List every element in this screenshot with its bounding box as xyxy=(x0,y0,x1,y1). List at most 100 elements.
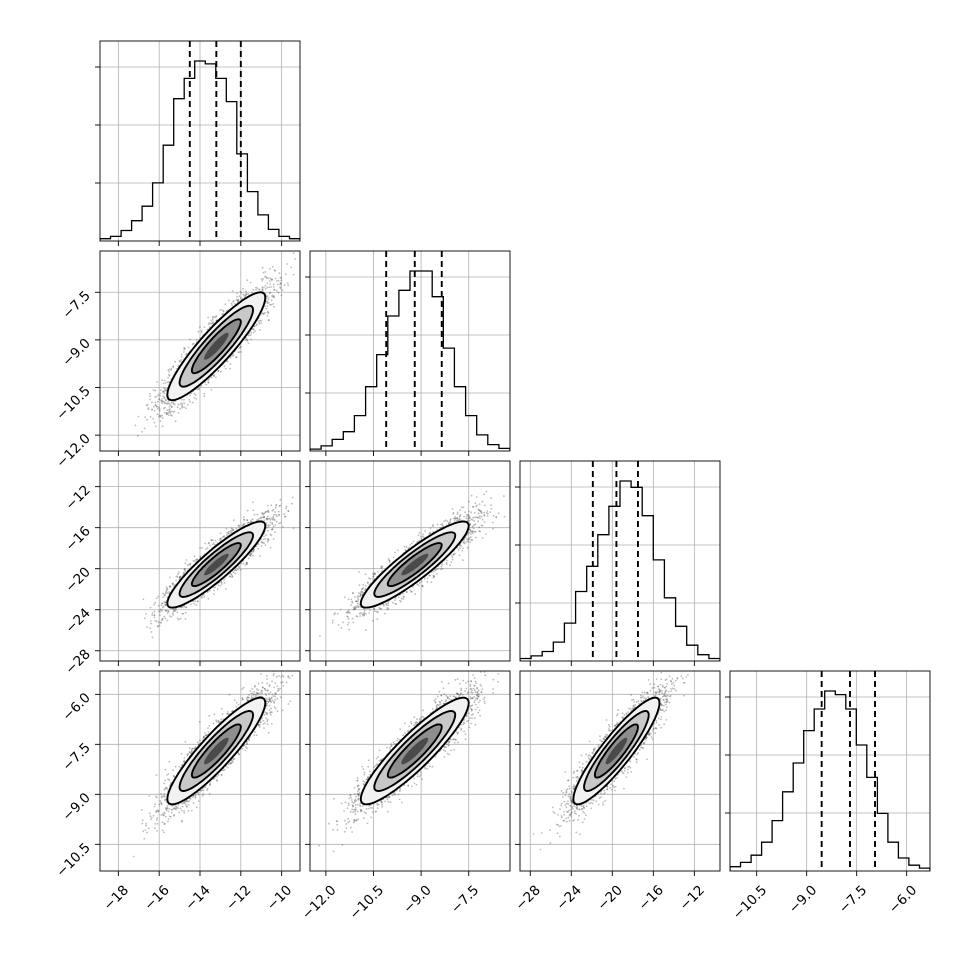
sample-point xyxy=(177,571,180,574)
sample-point xyxy=(274,277,277,280)
sample-point xyxy=(576,775,578,778)
sample-point xyxy=(573,770,575,773)
sample-point xyxy=(222,313,225,315)
sample-point xyxy=(205,383,208,386)
sample-point xyxy=(495,515,498,518)
sample-point xyxy=(268,709,271,712)
sample-point xyxy=(365,778,368,781)
sample-point xyxy=(443,693,446,696)
sample-point xyxy=(591,799,593,801)
sample-point xyxy=(402,598,405,600)
sample-point xyxy=(179,576,181,579)
sample-point xyxy=(271,680,273,683)
sample-point xyxy=(644,737,647,740)
sample-point xyxy=(396,739,398,742)
sample-point xyxy=(168,374,171,377)
sample-point xyxy=(449,519,452,522)
sample-point xyxy=(261,288,264,291)
sample-point xyxy=(666,682,669,685)
sample-point xyxy=(361,593,364,595)
sample-point xyxy=(158,408,161,411)
sample-point xyxy=(603,738,606,741)
sample-point xyxy=(341,844,344,846)
sample-point xyxy=(264,305,266,308)
sample-point xyxy=(186,805,188,808)
sample-point xyxy=(195,560,197,563)
sample-point xyxy=(242,698,244,701)
sample-point xyxy=(456,678,459,680)
sample-point xyxy=(265,518,268,520)
sample-point xyxy=(356,597,359,599)
sample-point xyxy=(406,591,408,594)
sample-point xyxy=(188,797,191,800)
sample-point xyxy=(276,697,279,700)
sample-point xyxy=(258,725,261,728)
x-tick-label: −6.0 xyxy=(886,882,920,916)
sample-point xyxy=(273,289,276,291)
sample-point xyxy=(665,698,667,701)
sample-point xyxy=(450,554,453,557)
sample-point xyxy=(261,686,264,689)
sample-point xyxy=(264,692,267,695)
sample-point xyxy=(440,699,443,702)
sample-point xyxy=(272,538,275,540)
sample-point xyxy=(478,503,481,505)
sample-point xyxy=(352,621,355,624)
sample-point xyxy=(658,690,661,693)
sample-point xyxy=(363,589,366,591)
sample-point xyxy=(174,420,177,423)
sample-point xyxy=(397,596,400,599)
sample-point xyxy=(656,691,659,693)
sample-point xyxy=(402,596,405,598)
sample-point xyxy=(270,303,273,306)
sample-point xyxy=(186,753,189,756)
sample-point xyxy=(215,319,218,322)
sample-point xyxy=(593,747,595,750)
sample-point xyxy=(569,804,572,807)
sample-point xyxy=(172,401,175,404)
sample-point xyxy=(156,400,159,403)
sample-point xyxy=(378,749,381,752)
sample-point xyxy=(163,390,165,393)
sample-point xyxy=(165,402,168,405)
sample-point xyxy=(467,514,470,516)
sample-point xyxy=(272,517,275,519)
sample-point xyxy=(226,531,229,534)
sample-point xyxy=(560,790,563,792)
sample-point xyxy=(234,569,237,571)
sample-point xyxy=(229,356,232,359)
sample-point xyxy=(266,515,269,518)
sample-point xyxy=(197,792,200,794)
sample-point xyxy=(268,704,271,707)
sample-point xyxy=(278,514,280,517)
sample-point xyxy=(333,613,336,616)
sample-point xyxy=(663,710,666,713)
sample-point xyxy=(181,606,184,609)
panel-frame xyxy=(729,670,931,872)
panel-4-1: −18 −16 −14 −12 −10−10.5−9.0−7.5−6.0 xyxy=(53,670,301,914)
sample-point xyxy=(211,322,214,325)
sample-point xyxy=(664,679,667,682)
panel-frame xyxy=(309,670,511,872)
sample-point xyxy=(174,765,177,768)
sample-point xyxy=(246,519,249,521)
sample-point xyxy=(459,694,461,697)
sample-point xyxy=(281,289,284,292)
sample-point xyxy=(259,721,262,724)
sample-point xyxy=(456,519,459,521)
sample-point xyxy=(362,768,365,770)
sample-point xyxy=(448,522,450,524)
sample-point xyxy=(220,774,223,777)
sample-point xyxy=(148,392,151,395)
sample-point xyxy=(585,814,587,817)
sample-point xyxy=(354,810,356,813)
sample-point xyxy=(227,713,230,716)
sample-point xyxy=(479,530,481,533)
sample-point xyxy=(449,564,451,566)
sample-point xyxy=(623,787,625,790)
sample-point xyxy=(239,296,242,299)
sample-point xyxy=(152,814,155,817)
sample-point xyxy=(194,746,197,749)
x-tick-label: −24 xyxy=(553,882,584,913)
y-tick-label: −9.0 xyxy=(59,335,93,369)
